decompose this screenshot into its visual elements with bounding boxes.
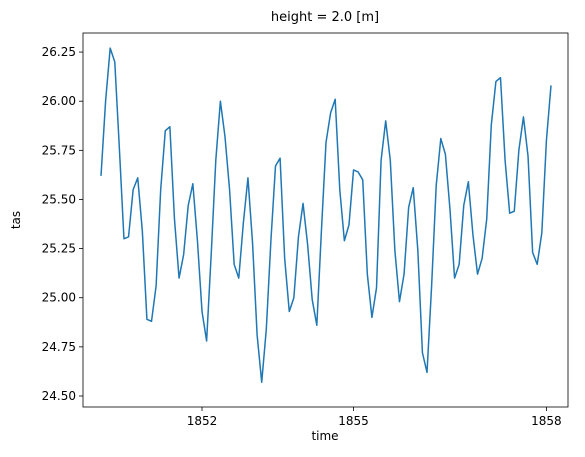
y-tick-label: 26.25 <box>42 45 76 59</box>
x-tick-label: 1855 <box>338 414 369 428</box>
y-axis-label: tas <box>9 211 23 229</box>
y-tick-label: 25.00 <box>42 291 76 305</box>
y-tick-label: 25.50 <box>42 192 76 206</box>
y-tick-label: 25.25 <box>42 242 76 256</box>
x-tick-label: 1852 <box>187 414 218 428</box>
axes-frame <box>82 32 569 408</box>
y-tick-label: 25.75 <box>42 143 76 157</box>
x-tick-label: 1858 <box>531 414 562 428</box>
y-tick-label: 26.00 <box>42 94 76 108</box>
series-line <box>100 47 552 383</box>
y-tick-label: 24.75 <box>42 340 76 354</box>
chart-title: height = 2.0 [m] <box>271 10 379 25</box>
y-tick-label: 24.50 <box>42 389 76 403</box>
x-axis-label: time <box>311 429 338 443</box>
